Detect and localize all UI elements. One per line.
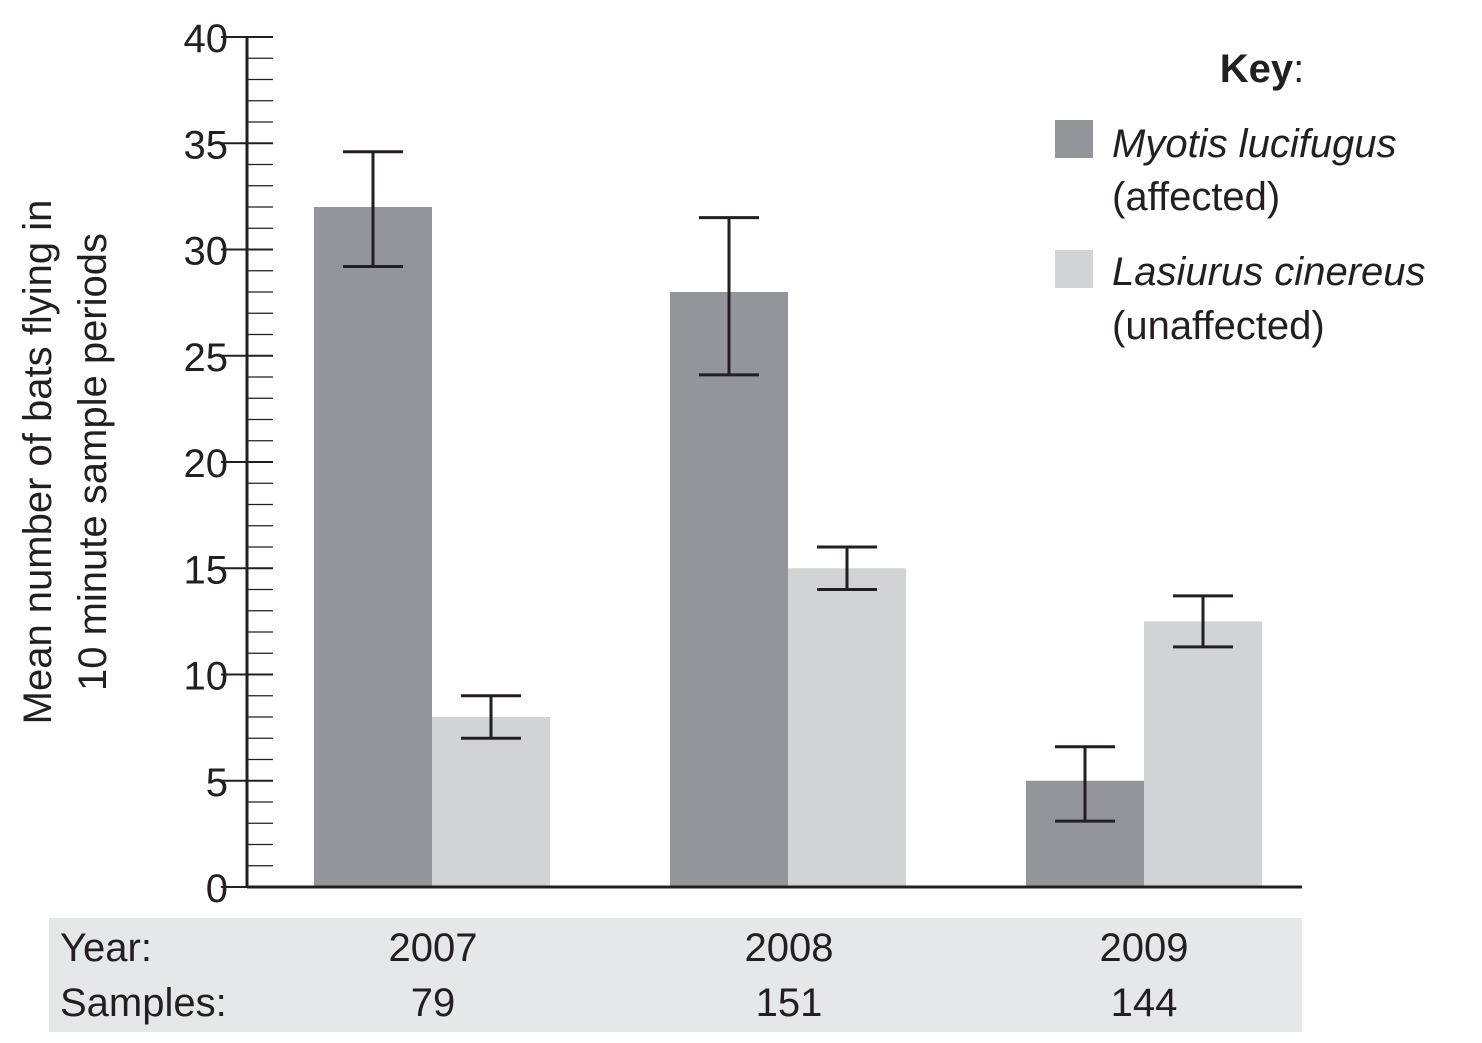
y-tick-label: 10 (184, 655, 229, 699)
legend-swatch-lasiurus (1055, 250, 1093, 288)
table-samples-2007: 79 (411, 981, 456, 1025)
sample-table: Year: Samples: 2007 2008 2009 79 151 144 (49, 918, 1302, 1032)
bar-0-2008 (670, 292, 788, 887)
table-year-label: Year: (60, 926, 152, 970)
y-tick-label: 25 (184, 336, 229, 380)
legend-series-status-myotis: (affected) (1112, 175, 1280, 219)
y-axis-title-line1: Mean number of bats flying in (16, 200, 60, 725)
table-year-2009: 2009 (1100, 926, 1189, 970)
table-year-2007: 2007 (389, 926, 478, 970)
bars (314, 207, 1262, 887)
bar-0-2007 (314, 207, 432, 887)
bar-1-2007 (432, 717, 550, 887)
bar-1-2009 (1144, 621, 1262, 887)
legend-series-name-lasiurus: Lasiurus cinereus (1112, 250, 1426, 294)
y-axis: 0 5 10 15 20 25 30 35 40 (184, 17, 273, 911)
legend-series-name-myotis: Myotis lucifugus (1112, 122, 1397, 166)
y-tick-label: 40 (184, 17, 229, 61)
y-axis-title-line2: 10 minute sample periods (71, 233, 115, 691)
legend-title: Key: (1220, 47, 1305, 91)
table-year-2008: 2008 (745, 926, 834, 970)
bar-1-2008 (788, 568, 906, 887)
y-tick-label: 35 (184, 123, 229, 167)
y-tick-label: 20 (184, 442, 229, 486)
legend-swatch-myotis (1055, 120, 1093, 158)
error-bars (343, 150, 1233, 823)
table-samples-2009: 144 (1111, 981, 1178, 1025)
y-tick-label: 0 (206, 867, 228, 911)
legend-title-colon: : (1293, 47, 1304, 91)
y-tick-label: 15 (184, 548, 229, 592)
table-samples-label: Samples: (60, 981, 227, 1025)
legend-series-status-lasiurus: (unaffected) (1112, 304, 1325, 348)
legend: Key: Myotis lucifugus (affected) Lasiuru… (1055, 47, 1426, 348)
legend-title-text: Key (1220, 47, 1294, 91)
y-tick-label: 30 (184, 230, 229, 274)
y-tick-label: 5 (206, 761, 228, 805)
table-samples-2008: 151 (756, 981, 823, 1025)
sample-table-background (49, 918, 1302, 1032)
